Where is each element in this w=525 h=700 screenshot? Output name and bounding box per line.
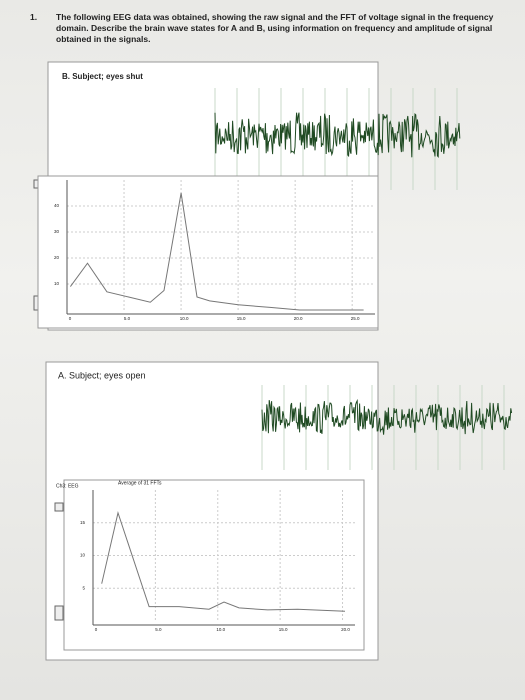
x-tick-label: 10.0 [216,627,225,632]
panel-label: A. Subject; eyes open [58,370,146,380]
x-tick-label: 0 [95,627,98,632]
raw-signal [214,112,461,158]
fft-line [101,511,346,612]
icon [54,605,64,621]
question: 1. The following EEG data was obtained, … [30,12,510,45]
y-tick-label: 20 [54,255,60,260]
x-tick-label: 5.0 [155,627,162,632]
x-tick-label: 0 [69,316,72,321]
x-tick-label: 25.0 [351,316,360,321]
x-tick-label: 20.0 [294,316,303,321]
y-tick-label: 10 [54,281,60,286]
question-text: The following EEG data was obtained, sho… [56,12,494,44]
x-tick-label: 5.0 [124,316,131,321]
legend: Average of 31 FFTs [118,480,162,486]
raw-signal [261,398,513,435]
x-tick-label: 10.0 [180,316,189,321]
x-tick-label: 15.0 [237,316,246,321]
y-tick-label: 10 [80,553,86,558]
fft-line [69,192,364,311]
fft-frame [63,479,365,651]
x-tick-label: 20.0 [341,627,350,632]
icon [54,502,64,512]
y-tick-label: 15 [80,520,86,525]
channel-label: Ch3: EEG [56,483,79,489]
panel-label: B. Subject; eyes shut [62,72,143,81]
y-tick-label: 5 [82,585,85,590]
question-number: 1. [30,12,38,22]
x-tick-label: 15.0 [279,627,288,632]
y-tick-label: 30 [54,229,60,234]
y-tick-label: 40 [54,203,60,208]
fft-frame [37,175,379,329]
